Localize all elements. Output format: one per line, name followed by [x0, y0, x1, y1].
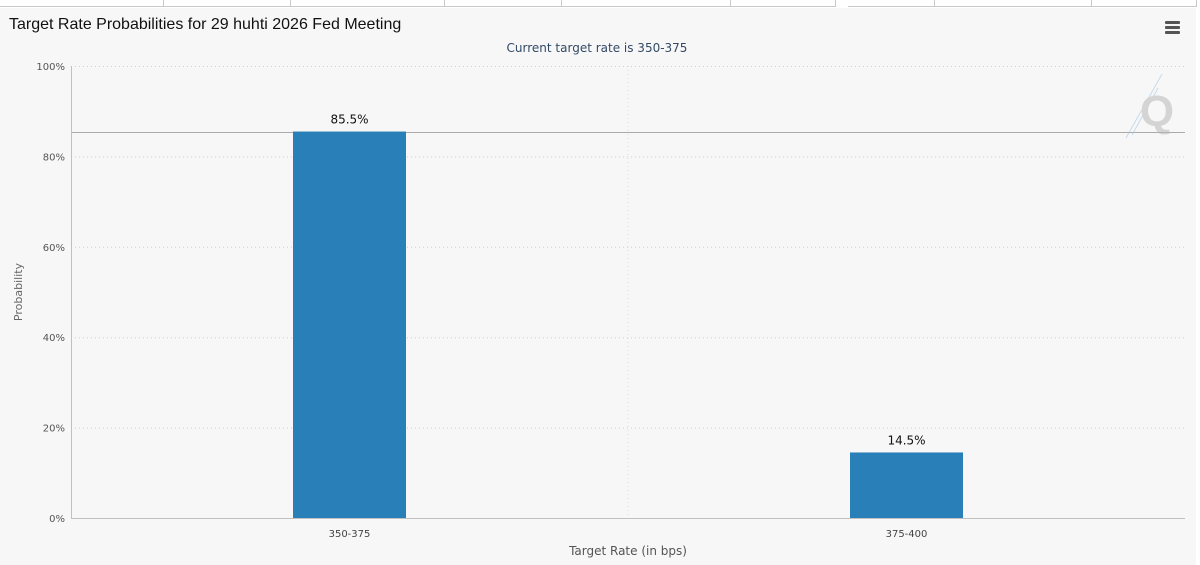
y-tick-label: 60% [43, 243, 65, 254]
chart-panel [0, 8, 1196, 565]
bar-350-375[interactable] [293, 131, 406, 519]
top-strip-segment [848, 0, 935, 7]
chart-subtitle: Current target rate is 350-375 [507, 41, 688, 55]
top-strip-segment [562, 0, 731, 7]
top-strip-segment [164, 0, 291, 7]
top-strip-segment [731, 0, 836, 7]
x-tick-label: 350-375 [329, 529, 371, 540]
y-tick-label: 40% [43, 333, 65, 344]
top-tab-strip [0, 0, 1200, 7]
y-tick-label: 20% [43, 424, 65, 435]
svg-text:Q: Q [1140, 87, 1174, 136]
q-logo-icon: Q [1125, 73, 1174, 139]
top-strip-segment [935, 0, 1092, 7]
top-strip-segment [1092, 0, 1197, 7]
data-label: 85.5% [330, 113, 368, 127]
top-strip-segment [445, 0, 562, 7]
chart-title: Target Rate Probabilities for 29 huhti 2… [9, 16, 402, 33]
data-label: 14.5% [887, 433, 925, 447]
y-axis-title: Probability [12, 262, 25, 321]
top-strip-segment [0, 0, 164, 7]
x-tick-label: 375-400 [886, 529, 928, 540]
y-tick-label: 0% [49, 514, 65, 525]
bars [293, 131, 963, 519]
y-tick-label: 80% [43, 152, 65, 163]
y-tick-label: 100% [36, 62, 65, 73]
axes: 0% 20% 40% 60% 80% 100% [36, 62, 1185, 525]
chart-menu-button[interactable] [1160, 16, 1186, 40]
bar-375-400[interactable] [850, 452, 963, 518]
top-strip-segment [291, 0, 445, 7]
x-axis-title: Target Rate (in bps) [568, 544, 687, 558]
grid-lines [71, 66, 1185, 518]
labels: 85.5% 350-375 14.5% 375-400 [329, 113, 928, 540]
